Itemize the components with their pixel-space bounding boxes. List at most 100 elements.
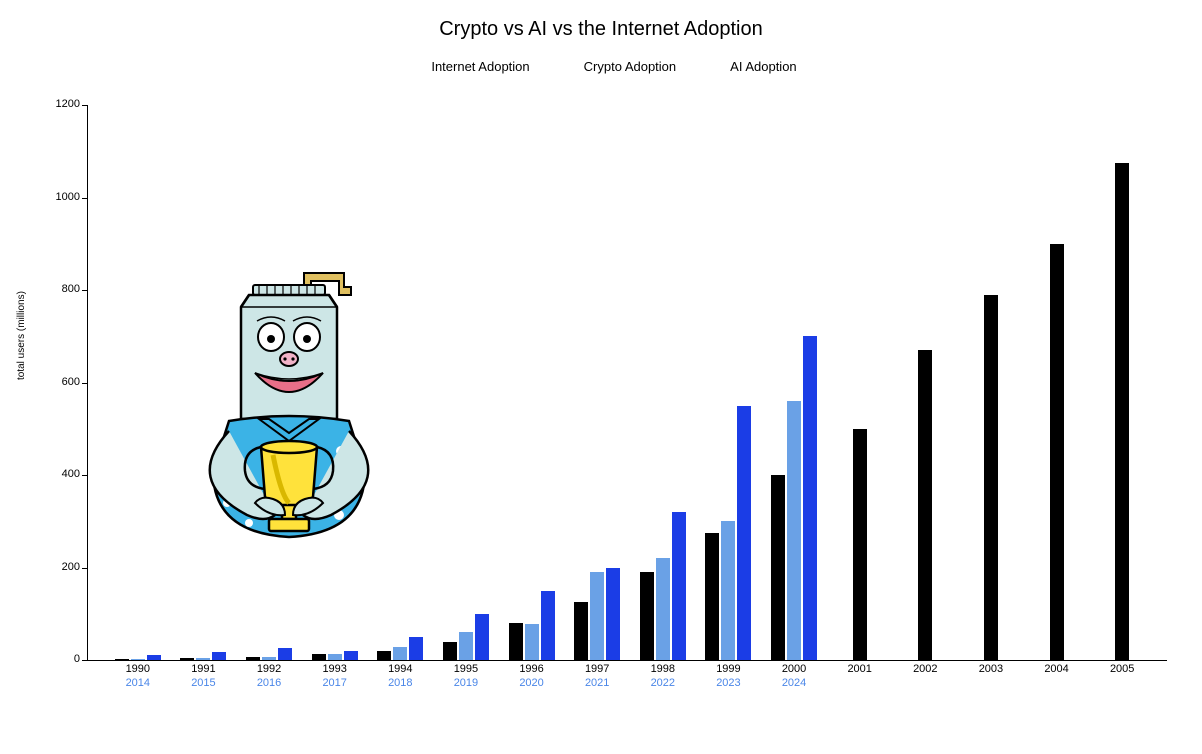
bar-crypto — [131, 659, 145, 660]
mascot-illustration — [189, 271, 399, 556]
bar-cluster — [443, 614, 489, 660]
y-tick-label: 600 — [50, 376, 80, 388]
legend-item-crypto: Crypto Adoption — [558, 59, 677, 74]
bar-cluster — [180, 652, 226, 660]
y-tick-label: 800 — [50, 283, 80, 295]
x-label-secondary: 2021 — [567, 676, 627, 690]
x-label-primary: 2003 — [961, 662, 1021, 676]
x-label-group: 20002024 — [764, 662, 824, 690]
bar-crypto — [656, 558, 670, 660]
x-label-primary: 1995 — [436, 662, 496, 676]
x-label-primary: 2001 — [830, 662, 890, 676]
bar-crypto — [721, 521, 735, 660]
legend: Internet Adoption Crypto Adoption AI Ado… — [0, 59, 1202, 74]
x-label-group: 2003 — [961, 662, 1021, 676]
chart-title: Crypto vs AI vs the Internet Adoption — [0, 0, 1202, 41]
x-label-primary: 1990 — [108, 662, 168, 676]
y-tick-mark — [82, 475, 87, 476]
y-tick-mark — [82, 290, 87, 291]
bar-cluster — [377, 637, 423, 660]
x-label-secondary: 2016 — [239, 676, 299, 690]
bar-cluster — [1050, 244, 1064, 660]
y-axis-label: total users (millions) — [16, 291, 27, 380]
x-label-primary: 1999 — [698, 662, 758, 676]
bar-internet — [771, 475, 785, 660]
bar-ai — [147, 655, 161, 660]
bar-internet — [705, 533, 719, 660]
x-label-group: 19972021 — [567, 662, 627, 690]
y-tick-mark — [82, 198, 87, 199]
x-label-secondary: 2023 — [698, 676, 758, 690]
bar-internet — [115, 659, 129, 660]
x-axis-line — [87, 660, 1167, 661]
y-tick-label: 1000 — [50, 191, 80, 203]
legend-label-internet: Internet Adoption — [431, 59, 529, 74]
x-label-group: 19962020 — [502, 662, 562, 690]
bar-crypto — [525, 624, 539, 660]
y-tick-mark — [82, 105, 87, 106]
x-label-primary: 2004 — [1027, 662, 1087, 676]
bar-ai — [803, 336, 817, 660]
bar-cluster — [640, 512, 686, 660]
bar-internet — [1050, 244, 1064, 660]
bar-ai — [344, 651, 358, 660]
x-label-primary: 1996 — [502, 662, 562, 676]
bar-cluster — [115, 655, 161, 660]
y-tick-label: 400 — [50, 468, 80, 480]
x-label-group: 2001 — [830, 662, 890, 676]
x-label-secondary: 2014 — [108, 676, 168, 690]
bar-internet — [853, 429, 867, 660]
x-label-group: 2005 — [1092, 662, 1152, 676]
legend-item-ai: AI Adoption — [704, 59, 797, 74]
bar-crypto — [787, 401, 801, 660]
bar-internet — [984, 295, 998, 660]
bar-ai — [737, 406, 751, 660]
x-label-group: 2004 — [1027, 662, 1087, 676]
bar-cluster — [853, 429, 867, 660]
bar-cluster — [771, 336, 817, 660]
bar-cluster — [1115, 163, 1129, 660]
x-label-secondary: 2022 — [633, 676, 693, 690]
bar-internet — [377, 651, 391, 660]
y-tick-label: 200 — [50, 561, 80, 573]
x-label-primary: 1998 — [633, 662, 693, 676]
bar-internet — [640, 572, 654, 660]
legend-swatch-internet — [405, 61, 423, 73]
bar-crypto — [328, 654, 342, 660]
bar-cluster — [918, 350, 932, 660]
bar-internet — [509, 623, 523, 660]
legend-label-crypto: Crypto Adoption — [584, 59, 677, 74]
y-tick-mark — [82, 660, 87, 661]
bar-cluster — [246, 648, 292, 660]
bar-internet — [918, 350, 932, 660]
x-label-group: 19912015 — [173, 662, 233, 690]
y-tick-label: 1200 — [50, 98, 80, 110]
bar-cluster — [574, 568, 620, 661]
bar-internet — [246, 657, 260, 660]
x-label-primary: 1994 — [370, 662, 430, 676]
x-label-primary: 2002 — [895, 662, 955, 676]
bar-ai — [409, 637, 423, 660]
bar-ai — [541, 591, 555, 660]
bar-internet — [312, 654, 326, 660]
bar-ai — [278, 648, 292, 660]
bar-crypto — [196, 658, 210, 660]
x-label-group: 19942018 — [370, 662, 430, 690]
x-label-group: 2002 — [895, 662, 955, 676]
x-label-primary: 2005 — [1092, 662, 1152, 676]
bar-ai — [475, 614, 489, 660]
bar-crypto — [393, 647, 407, 660]
x-label-group: 19982022 — [633, 662, 693, 690]
legend-label-ai: AI Adoption — [730, 59, 797, 74]
x-axis-labels: 1990201419912015199220161993201719942018… — [87, 662, 1167, 702]
bar-crypto — [262, 657, 276, 660]
y-axis-line — [87, 105, 88, 660]
bar-cluster — [705, 406, 751, 660]
x-label-secondary: 2017 — [305, 676, 365, 690]
legend-swatch-ai — [704, 61, 722, 73]
bar-cluster — [312, 651, 358, 660]
y-tick-label: 0 — [50, 653, 80, 665]
x-label-secondary: 2015 — [173, 676, 233, 690]
x-label-secondary: 2024 — [764, 676, 824, 690]
x-label-secondary: 2018 — [370, 676, 430, 690]
